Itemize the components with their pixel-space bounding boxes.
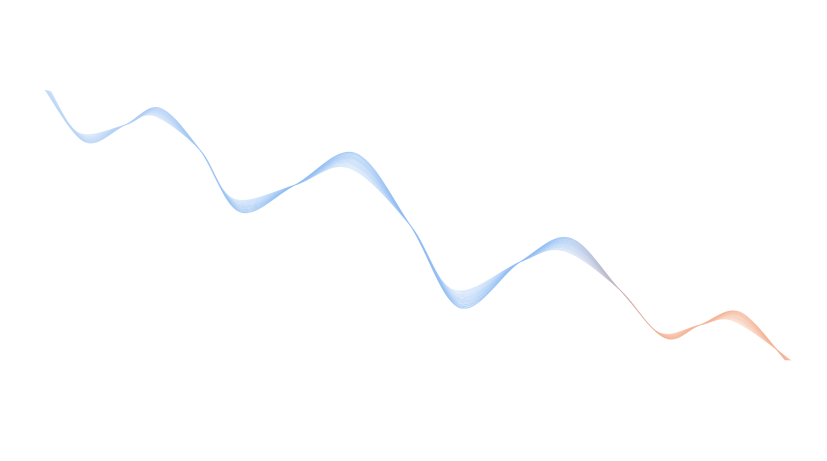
wave-line bbox=[48, 90, 790, 361]
wave-line bbox=[47, 90, 788, 361]
wave-line bbox=[45, 89, 786, 361]
wave-line bbox=[49, 91, 791, 361]
wave-line bbox=[50, 91, 791, 361]
wave-line bbox=[49, 90, 791, 361]
wave-line bbox=[50, 91, 792, 361]
wave-line-group bbox=[44, 89, 792, 361]
wave-line bbox=[49, 90, 790, 361]
wave-line bbox=[45, 90, 787, 361]
wave-line bbox=[45, 90, 787, 361]
wave-line bbox=[47, 90, 789, 361]
wave-line bbox=[46, 90, 787, 361]
wave-line bbox=[45, 89, 786, 361]
wave-line bbox=[48, 90, 789, 361]
wave-line bbox=[50, 91, 791, 361]
wave-line bbox=[44, 89, 786, 361]
wave-line bbox=[49, 90, 790, 361]
wave-line bbox=[46, 90, 788, 361]
wave-line bbox=[48, 90, 789, 361]
wave-line bbox=[46, 90, 787, 361]
wave-line bbox=[47, 90, 789, 361]
wave-line bbox=[47, 90, 788, 361]
